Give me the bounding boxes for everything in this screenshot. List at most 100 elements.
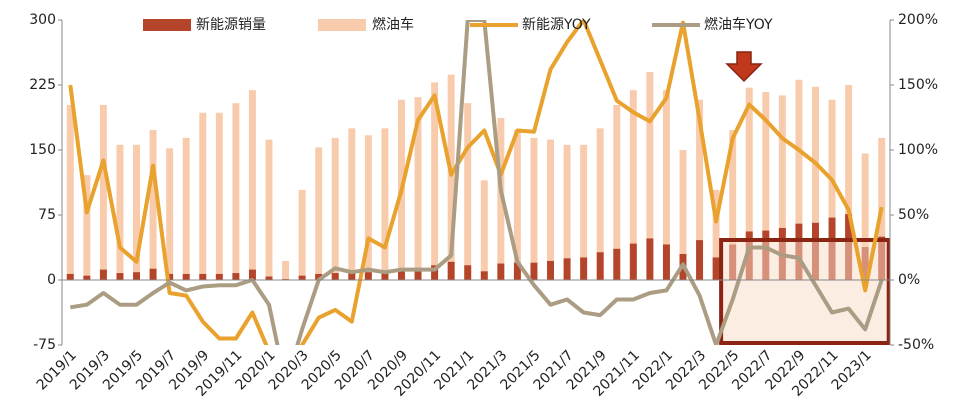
bar (646, 238, 654, 280)
bar (530, 137, 538, 280)
bar (182, 273, 190, 280)
line (69, 20, 884, 345)
bar (795, 79, 803, 280)
bar (315, 147, 323, 280)
bar (398, 269, 405, 280)
legend-label: 燃油车YOY (704, 16, 773, 33)
bar (646, 72, 654, 280)
bar (149, 268, 157, 280)
y2-tick-label: 50% (898, 207, 929, 223)
bar (265, 276, 273, 280)
bar (149, 130, 157, 280)
bar (596, 128, 604, 280)
bar (613, 104, 621, 280)
bar (66, 104, 74, 280)
bar (298, 275, 306, 280)
legend-label: 新能源销量 (196, 17, 266, 33)
bar (745, 87, 753, 280)
bar (580, 144, 588, 280)
bar (348, 272, 356, 280)
bar (464, 103, 472, 280)
bar (166, 273, 174, 280)
bar (133, 144, 140, 280)
bar (464, 265, 472, 280)
bar (812, 86, 819, 280)
legend: 新能源销量 燃油车 新能源YOY 燃油车YOY (143, 16, 773, 33)
bar (116, 273, 124, 280)
bar (613, 248, 621, 280)
bar (265, 139, 273, 280)
bar (762, 91, 770, 280)
bar (282, 260, 290, 280)
bar (861, 153, 869, 280)
y2-tick-label: 0% (898, 272, 920, 288)
legend-label: 燃油车 (372, 16, 414, 33)
y-tick-label: 0 (47, 272, 56, 288)
bar (364, 135, 372, 280)
bar (215, 273, 223, 280)
bar (547, 260, 554, 280)
bar (662, 90, 670, 280)
bar (381, 271, 389, 280)
line (68, 20, 884, 345)
bar (298, 189, 306, 280)
bar (248, 90, 256, 280)
bar (199, 273, 207, 280)
bar (513, 262, 521, 280)
bar (712, 257, 720, 280)
bar (331, 137, 339, 280)
bar (215, 112, 223, 280)
bar (99, 104, 107, 280)
bar (133, 272, 140, 280)
bar (679, 150, 687, 280)
bar (729, 130, 737, 280)
bar (497, 263, 505, 280)
y-tick-label: 225 (29, 77, 56, 93)
legend-swatch (318, 19, 366, 31)
bar (99, 269, 107, 280)
bar (480, 180, 488, 280)
bar (166, 148, 174, 280)
bar (696, 99, 704, 280)
legend-swatch (143, 19, 191, 31)
bar (629, 90, 637, 280)
bar (547, 139, 554, 280)
y-tick-label: 150 (29, 142, 56, 158)
y-tick-label: -75 (33, 337, 56, 353)
bar (563, 258, 571, 280)
bar (182, 137, 190, 280)
bar (248, 269, 256, 280)
bar (580, 257, 588, 280)
bar (828, 99, 836, 280)
y-tick-label: 75 (38, 207, 56, 223)
bar (331, 273, 339, 280)
bar (447, 74, 455, 280)
y2-tick-label: 100% (898, 142, 938, 158)
bar (199, 112, 207, 280)
bar (712, 189, 720, 280)
bar (232, 273, 240, 280)
bar (513, 130, 521, 280)
bar (431, 82, 439, 281)
bar (315, 273, 323, 280)
bar (83, 175, 91, 280)
bar (530, 262, 538, 280)
bar (232, 103, 240, 280)
bar (778, 95, 786, 281)
bar (662, 244, 670, 280)
bar (381, 128, 389, 280)
bar (66, 273, 74, 280)
bar (431, 265, 439, 280)
bar (845, 85, 853, 280)
bar (414, 97, 422, 280)
arrow (725, 51, 763, 83)
y2-tick-label: 150% (898, 77, 938, 93)
plot-area (66, 20, 890, 345)
bar (563, 144, 571, 280)
bar (364, 272, 372, 280)
bar (480, 271, 488, 280)
y-tick-label: 300 (29, 12, 56, 28)
bar (629, 243, 637, 280)
bar (596, 252, 604, 280)
